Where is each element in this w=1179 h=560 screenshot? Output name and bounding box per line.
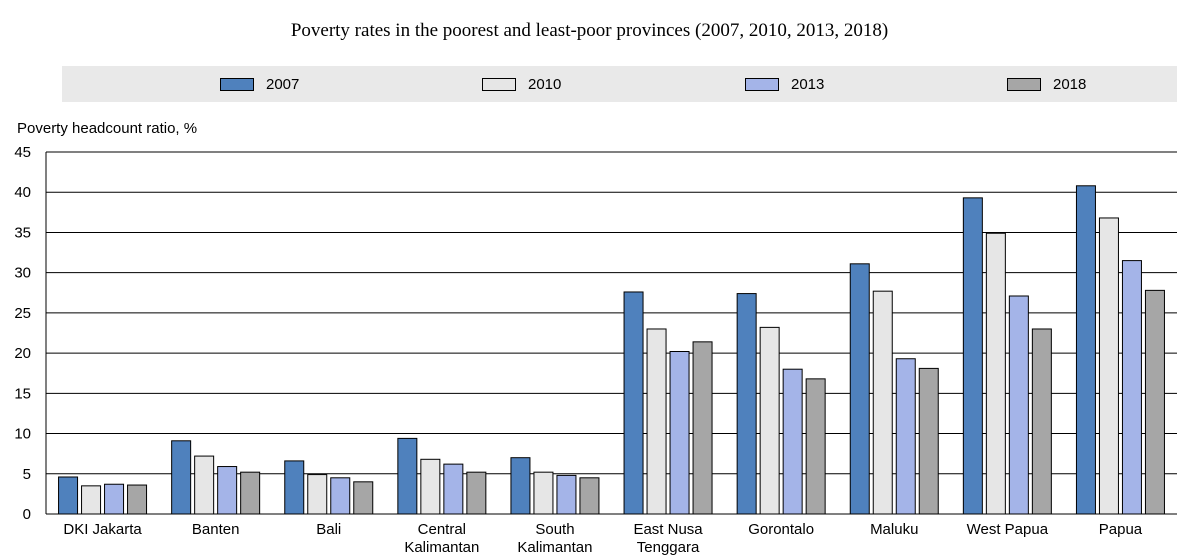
y-tick-label-35: 35 <box>14 224 31 241</box>
bar-papua-2013 <box>1121 260 1142 515</box>
bar-bali-2007 <box>284 460 305 515</box>
x-tick-label-banten: Banten <box>192 521 240 538</box>
bar-west-papua-2007 <box>962 197 983 515</box>
bar-east-nusa-tenggara-2018 <box>692 341 713 515</box>
bar-dki-jakarta-2010 <box>81 485 102 515</box>
bar-east-nusa-tenggara-2013 <box>669 351 690 515</box>
x-tick-label-gorontalo: Gorontalo <box>748 521 814 538</box>
bar-maluku-2013 <box>895 358 916 515</box>
legend-label-2010: 2010 <box>528 75 562 93</box>
x-tick-label-papua: Papua <box>1099 521 1143 538</box>
y-tick-label-45: 45 <box>14 144 31 161</box>
bar-bali-2013 <box>330 477 351 515</box>
y-tick-label-20: 20 <box>14 345 31 362</box>
bar-east-nusa-tenggara-2007 <box>623 291 644 515</box>
x-tick-label-maluku: Maluku <box>870 521 918 538</box>
y-tick-label-15: 15 <box>14 385 31 402</box>
bar-gorontalo-2018 <box>805 378 826 515</box>
x-tick-label-bali: Bali <box>316 521 341 538</box>
y-axis-label: Poverty headcount ratio, % <box>17 120 198 137</box>
legend-item-2013: 2013 <box>745 75 824 93</box>
bar-papua-2018 <box>1144 289 1165 515</box>
legend: 2007 2010 2013 2018 <box>62 66 1177 102</box>
legend-swatch-2007 <box>220 77 254 91</box>
x-tick-label-dki-jakarta: DKI Jakarta <box>63 521 142 538</box>
bar-west-papua-2018 <box>1031 328 1052 515</box>
bar-central-kalimantan-2013 <box>443 463 464 515</box>
y-tick-label-40: 40 <box>14 184 31 201</box>
bar-maluku-2010 <box>872 290 893 515</box>
bar-bali-2010 <box>307 474 328 515</box>
bar-west-papua-2013 <box>1008 295 1029 515</box>
bar-maluku-2007 <box>849 263 870 515</box>
y-tick-label-0: 0 <box>23 506 31 523</box>
bar-banten-2007 <box>171 440 192 515</box>
legend-label-2013: 2013 <box>791 75 825 93</box>
legend-swatch-2018 <box>1007 77 1041 91</box>
legend-label-2018: 2018 <box>1053 75 1087 93</box>
legend-swatch-2010 <box>482 77 516 91</box>
bar-dki-jakarta-2007 <box>58 476 79 515</box>
x-tick-label-central-kalimantan: Central Kalimantan <box>404 521 479 556</box>
bar-central-kalimantan-2018 <box>466 471 487 515</box>
bar-gorontalo-2010 <box>759 326 780 515</box>
bar-south-kalimantan-2010 <box>533 471 554 515</box>
bar-banten-2018 <box>240 471 261 515</box>
y-tick-label-25: 25 <box>14 305 31 322</box>
legend-item-2010: 2010 <box>482 75 561 93</box>
bar-gorontalo-2007 <box>736 293 757 515</box>
y-tick-label-30: 30 <box>14 265 31 282</box>
bar-banten-2013 <box>217 466 238 515</box>
bar-south-kalimantan-2013 <box>556 474 577 515</box>
bar-east-nusa-tenggara-2010 <box>646 328 667 515</box>
bar-papua-2010 <box>1098 217 1119 515</box>
bar-papua-2007 <box>1075 185 1096 515</box>
bar-dki-jakarta-2018 <box>127 484 148 515</box>
bar-central-kalimantan-2010 <box>420 458 441 515</box>
bar-bali-2018 <box>353 481 374 515</box>
legend-item-2018: 2018 <box>1007 75 1086 93</box>
x-tick-label-south-kalimantan: South Kalimantan <box>517 521 592 556</box>
legend-item-2007: 2007 <box>220 75 299 93</box>
bar-banten-2010 <box>194 455 215 515</box>
x-tick-label-west-papua: West Papua <box>967 521 1049 538</box>
legend-swatch-2013 <box>745 77 779 91</box>
chart-title: Poverty rates in the poorest and least-p… <box>290 20 889 41</box>
y-tick-label-5: 5 <box>23 466 31 483</box>
legend-label-2007: 2007 <box>266 75 300 93</box>
bar-south-kalimantan-2018 <box>579 477 600 515</box>
bar-gorontalo-2013 <box>782 368 803 515</box>
bar-dki-jakarta-2013 <box>104 483 125 515</box>
y-tick-label-10: 10 <box>14 426 31 443</box>
bar-maluku-2018 <box>918 367 939 515</box>
bar-central-kalimantan-2007 <box>397 437 418 515</box>
bar-south-kalimantan-2007 <box>510 457 531 515</box>
bar-west-papua-2010 <box>985 232 1006 515</box>
x-tick-label-east-nusa-tenggara: East Nusa Tenggara <box>633 521 703 556</box>
